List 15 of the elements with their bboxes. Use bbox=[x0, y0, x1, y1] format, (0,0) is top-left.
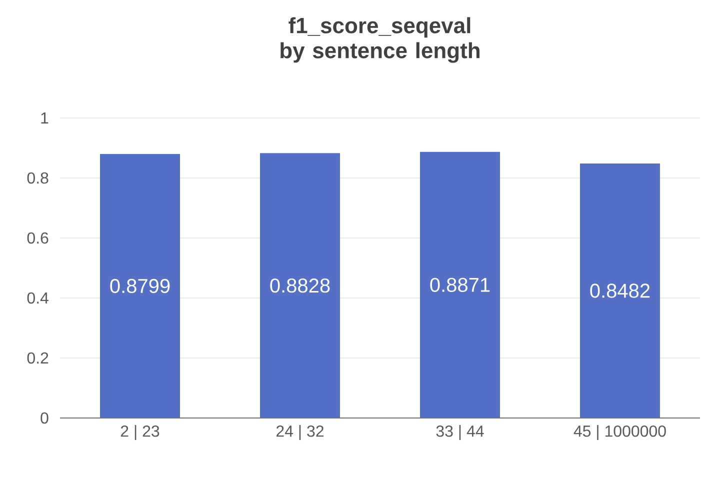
y-tick-label: 0.6 bbox=[27, 232, 48, 244]
y-tick-label: 0 bbox=[40, 412, 48, 424]
x-tick-label: 45 | 1000000 bbox=[574, 425, 666, 440]
x-tick-label: 2 | 23 bbox=[120, 425, 160, 440]
x-tick-label: 24 | 32 bbox=[276, 425, 324, 440]
chart-title: f1_score_seqeval by sentence length bbox=[280, 17, 480, 63]
y-tick-label: 0.2 bbox=[27, 352, 48, 364]
y-tick-label: 1 bbox=[41, 112, 48, 124]
data-label: 0.8482 bbox=[590, 284, 650, 298]
data-label: 0.8871 bbox=[430, 278, 490, 292]
data-label: 0.8828 bbox=[270, 278, 330, 293]
data-label: 0.8799 bbox=[110, 278, 170, 294]
x-tick-label: 33 | 44 bbox=[436, 425, 484, 440]
y-tick-label: 0.4 bbox=[27, 292, 48, 304]
y-tick-label: 0.8 bbox=[27, 172, 48, 184]
